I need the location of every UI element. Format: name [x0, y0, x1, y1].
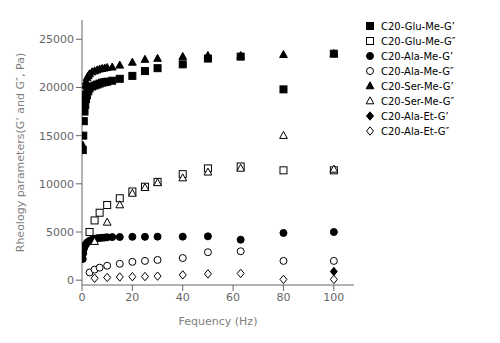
html-text:C20-Glu-Me-G’: C20-Glu-Me-G’	[381, 20, 455, 32]
svg-text:10000: 10000	[39, 178, 74, 191]
svg-text:100: 100	[323, 291, 344, 304]
svg-text:15000: 15000	[39, 130, 74, 143]
svg-text:0: 0	[79, 291, 86, 304]
svg-text:80: 80	[276, 291, 290, 304]
html-text:C20-Ser-Me-G″: C20-Ser-Me-G″	[381, 95, 455, 107]
svg-text:Fequency (Hz): Fequency (Hz)	[179, 315, 258, 328]
svg-text:20: 20	[125, 291, 139, 304]
html-text:C20-Ala-Me-G’: C20-Ala-Me-G’	[381, 50, 454, 62]
html-text:C20-Ser-Me-G’: C20-Ser-Me-G’	[381, 80, 454, 92]
html-text:C20-Ala-Et-G’: C20-Ala-Et-G’	[381, 110, 449, 122]
svg-text:40: 40	[176, 291, 190, 304]
html-text:C20-Ala-Et-G″: C20-Ala-Et-G″	[381, 125, 450, 137]
svg-text:25000: 25000	[39, 33, 74, 46]
html-text:C20-Glu-Me-G″: C20-Glu-Me-G″	[381, 35, 456, 47]
svg-text:0: 0	[67, 274, 74, 287]
html-text:C20-Ala-Me-G″: C20-Ala-Me-G″	[381, 65, 454, 77]
svg-text:5000: 5000	[46, 226, 74, 239]
svg-text:60: 60	[226, 291, 240, 304]
svg-text:Rheology parameters(G’ and G″,: Rheology parameters(G’ and G″, Pa)	[14, 53, 27, 253]
svg-text:20000: 20000	[39, 81, 74, 94]
